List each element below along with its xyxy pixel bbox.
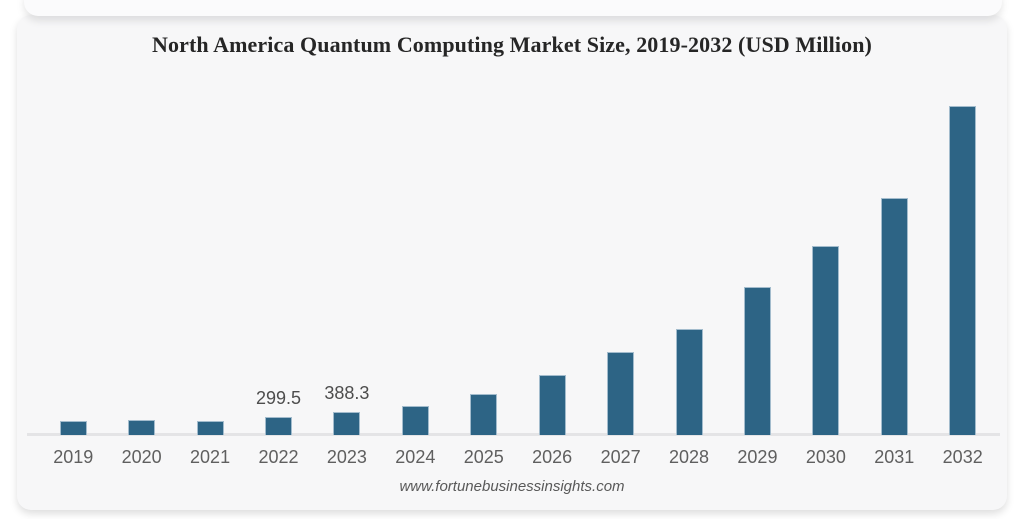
chart-title: North America Quantum Computing Market S… [152,32,872,57]
bar-2030 [812,245,840,435]
bar-2022 [264,416,292,435]
bar-slot [860,15,928,435]
x-axis-label-2032: 2032 [942,447,983,467]
bar-slot [450,15,518,435]
bar-slot [176,15,244,435]
bar-slot: 299.5 [244,15,312,435]
bar-2027 [607,352,635,435]
plot-area: 299.5 388.3 [27,15,1000,436]
bar-slot [381,15,449,435]
x-axis-label-2030: 2030 [805,447,846,467]
bar-2020 [128,420,156,435]
bar-slot [792,15,860,435]
bar-slot [518,15,586,435]
x-axis-label-2028: 2028 [668,447,710,467]
x-axis-label-2021: 2021 [190,447,231,467]
x-axis-label-2025: 2025 [463,447,504,467]
card-stack-back [24,0,1002,16]
x-axis-label-2022: 2022 [258,447,299,467]
bar-2026 [538,375,566,435]
x-axis-labels: 2019 2020 2021 2022 2023 2024 2025 2026 2027 2028… [39,447,997,468]
bar-2023 [333,411,361,435]
bar-slot [655,15,723,435]
bar-slot [39,15,107,435]
x-axis-label-2019: 2019 [53,447,94,467]
bar-value-label: 388.3 [324,382,370,403]
bar-value-label: 299.5 [255,387,301,408]
bar-2029 [743,287,771,435]
x-axis-label-2024: 2024 [395,447,436,467]
bar-slot: 388.3 [313,15,381,435]
bar-slot [107,15,175,435]
bar-slot [723,15,791,435]
bar-2028 [675,328,703,435]
bar-slot [586,15,654,435]
bar-2019 [59,420,87,435]
bar-slot [928,15,996,435]
chart-card: North America Quantum Computing Market S… [17,15,1007,510]
x-axis-label-2029: 2029 [737,447,778,467]
x-axis-label-2031: 2031 [874,447,915,467]
x-axis-label-2020: 2020 [121,447,162,467]
x-axis-label-2026: 2026 [532,447,573,467]
bar-2024 [401,405,429,435]
bars-row: 299.5 388.3 [39,15,997,435]
x-axis-label-2027: 2027 [600,447,641,467]
x-axis-line [27,433,1000,436]
bar-2025 [470,394,498,435]
source-url: www.fortunebusinessinsights.com [399,478,625,495]
bar-2032 [949,106,977,435]
bar-2031 [880,198,908,435]
x-axis-label-2023: 2023 [326,447,367,467]
bar-2021 [196,420,224,435]
